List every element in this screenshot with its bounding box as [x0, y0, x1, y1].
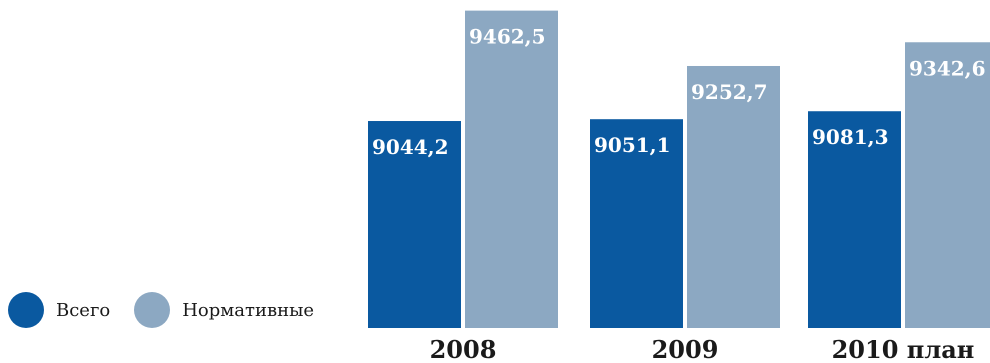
legend: Всего Нормативные: [8, 292, 338, 328]
legend-item-normativnye: Нормативные: [134, 292, 314, 328]
legend-label-vsego: Всего: [56, 299, 111, 321]
legend-item-vsego: Всего: [8, 292, 110, 328]
bar-normativnye-2: [905, 42, 990, 329]
bar-normativnye-1: [687, 65, 780, 328]
category-label: 2009: [652, 335, 719, 363]
legend-label-normativnye: Нормативные: [182, 299, 315, 321]
bar-value-label: 9252,7: [691, 80, 768, 104]
bar-vsego-2: [808, 111, 901, 329]
category-label: 2008: [430, 335, 497, 363]
bar-vsego-0: [368, 121, 461, 329]
legend-swatch-vsego: [8, 292, 44, 328]
category-label: 2010 план: [832, 335, 975, 363]
legend-swatch-normativnye: [134, 292, 171, 328]
bar-value-label: 9081,3: [812, 125, 889, 149]
bar-value-label: 9044,2: [372, 135, 449, 159]
bar-vsego-1: [590, 119, 683, 328]
bar-normativnye-0: [465, 10, 558, 328]
bar-value-label: 9051,1: [594, 133, 671, 157]
bar-value-label: 9462,5: [469, 25, 546, 49]
bar-value-label: 9342,6: [909, 56, 986, 80]
